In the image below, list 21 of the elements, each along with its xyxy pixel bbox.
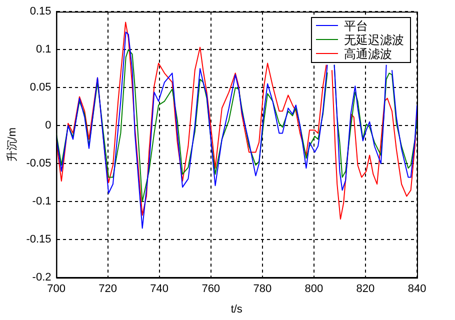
x-tick-label: 720 [98,283,117,296]
x-tick-label: 780 [253,283,272,296]
x-tick-label: 760 [202,283,220,296]
y-tick-label: 0.1 [36,44,52,56]
y-tick-label: 0.05 [30,82,52,94]
x-tick-label: 840 [408,283,426,296]
x-axis-title: t/s [230,303,243,316]
x-tick-label: 820 [356,283,375,296]
y-tick-label: -0.1 [32,196,52,208]
legend-label: 高通滤波 [344,46,392,61]
x-tick-label: 740 [150,283,169,296]
y-tick-label: 0.15 [30,6,52,18]
legend-label: 无延迟滤波 [344,32,404,47]
y-tick-label: -0.2 [32,272,52,284]
y-axis-title: 升沉/m [6,127,19,162]
y-tick-label: -0.15 [26,234,52,246]
y-tick-label: -0.05 [26,158,52,170]
x-tick-label: 800 [304,283,324,296]
legend-label: 平台 [344,18,368,33]
x-tick-label: 700 [47,283,66,296]
y-tick-label: 0 [45,120,52,132]
